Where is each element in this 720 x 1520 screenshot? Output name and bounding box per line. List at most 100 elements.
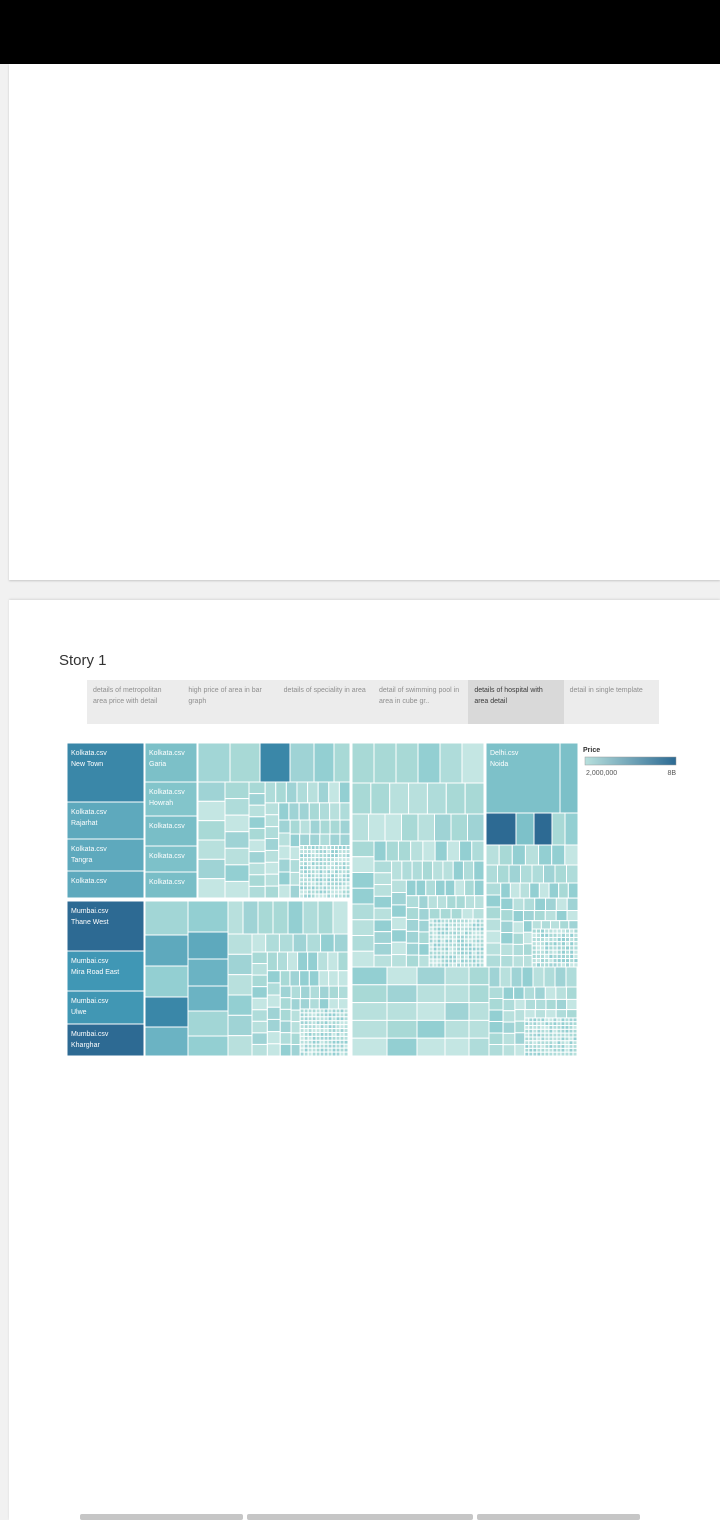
treemap-cell[interactable] — [331, 1016, 337, 1022]
treemap-cell[interactable] — [432, 962, 438, 968]
treemap-cell[interactable] — [452, 918, 458, 924]
treemap-cell[interactable] — [326, 845, 332, 851]
treemap-cell[interactable] — [432, 918, 438, 924]
treemap-cell[interactable] — [386, 1002, 418, 1021]
treemap-cell[interactable] — [554, 966, 567, 988]
treemap-cell[interactable] — [405, 895, 420, 909]
treemap-cell[interactable] — [540, 920, 552, 930]
treemap-cell[interactable] — [66, 838, 145, 872]
treemap-cell[interactable] — [290, 1032, 301, 1046]
treemap-cell[interactable] — [307, 781, 319, 804]
treemap-cell[interactable] — [318, 998, 330, 1010]
treemap-cell[interactable] — [548, 1032, 554, 1038]
treemap-cell[interactable] — [471, 922, 477, 928]
treemap-cell[interactable] — [307, 1012, 313, 1018]
treemap-cell[interactable] — [428, 922, 434, 928]
treemap-cell[interactable] — [436, 918, 442, 924]
treemap-cell[interactable] — [569, 941, 575, 947]
treemap-cell[interactable] — [444, 1037, 470, 1057]
treemap-cell[interactable] — [345, 885, 351, 891]
treemap-cell[interactable] — [327, 1020, 333, 1026]
treemap-cell[interactable] — [448, 926, 454, 932]
treemap-cell[interactable] — [436, 946, 442, 952]
treemap-cell[interactable] — [329, 833, 341, 847]
treemap-cell[interactable] — [323, 1047, 329, 1053]
treemap-cell[interactable] — [334, 857, 339, 863]
treemap-cell[interactable] — [66, 801, 145, 840]
treemap-cell[interactable] — [144, 1026, 189, 1057]
treemap-cell[interactable] — [315, 1039, 321, 1045]
treemap-cell[interactable] — [540, 1032, 546, 1038]
treemap-cell[interactable] — [338, 985, 349, 1000]
treemap-cell[interactable] — [460, 926, 465, 932]
treemap-cell[interactable] — [315, 1031, 321, 1037]
treemap-cell[interactable] — [524, 1047, 530, 1053]
treemap-cell[interactable] — [568, 1028, 574, 1034]
treemap-cell[interactable] — [528, 1047, 534, 1053]
treemap-cell[interactable] — [307, 951, 319, 972]
treemap-cell[interactable] — [334, 881, 339, 887]
treemap-cell[interactable] — [303, 1024, 309, 1030]
treemap-cell[interactable] — [454, 879, 466, 897]
treemap-cell[interactable] — [540, 1017, 546, 1023]
treemap-cell[interactable] — [266, 951, 278, 972]
treemap-cell[interactable] — [444, 942, 450, 948]
treemap-cell[interactable] — [485, 742, 561, 814]
treemap-cell[interactable] — [479, 934, 485, 940]
treemap-cell[interactable] — [415, 879, 427, 897]
treemap-cell[interactable] — [523, 986, 536, 1000]
treemap-cell[interactable] — [448, 942, 454, 948]
treemap-cell[interactable] — [467, 958, 473, 964]
treemap-cell[interactable] — [434, 813, 452, 842]
treemap-cell[interactable] — [319, 1031, 325, 1037]
treemap-cell[interactable] — [544, 1040, 550, 1046]
treemap-cell[interactable] — [428, 934, 434, 940]
treemap-cell[interactable] — [296, 781, 309, 804]
treemap-cell[interactable] — [560, 932, 567, 938]
treemap-cell[interactable] — [322, 857, 328, 863]
treemap-cell[interactable] — [552, 932, 558, 938]
treemap-cell[interactable] — [440, 954, 446, 960]
treemap-cell[interactable] — [460, 922, 465, 928]
treemap-cell[interactable] — [299, 1024, 305, 1030]
treemap-cell[interactable] — [565, 966, 578, 988]
treemap-cell[interactable] — [556, 928, 562, 934]
treemap-cell[interactable] — [436, 942, 442, 948]
treemap-cell[interactable] — [323, 1016, 329, 1022]
treemap-cell[interactable] — [555, 897, 568, 912]
treemap-cell[interactable] — [248, 793, 266, 806]
treemap-cell[interactable] — [471, 950, 477, 956]
treemap-cell[interactable] — [528, 1032, 534, 1038]
treemap-cell[interactable] — [467, 942, 473, 948]
treemap-cell[interactable] — [318, 885, 324, 891]
treemap-cell[interactable] — [444, 930, 450, 936]
treemap-cell[interactable] — [543, 864, 556, 884]
treemap-cell[interactable] — [310, 877, 316, 883]
treemap-cell[interactable] — [339, 1035, 345, 1041]
treemap-cell[interactable] — [279, 997, 292, 1010]
treemap-cell[interactable] — [314, 885, 320, 891]
treemap-cell[interactable] — [416, 1037, 446, 1057]
treemap-cell[interactable] — [552, 945, 558, 951]
treemap-cell[interactable] — [197, 781, 226, 802]
treemap-cell[interactable] — [560, 962, 567, 968]
treemap-cell[interactable] — [248, 804, 266, 818]
treemap-cell[interactable] — [341, 865, 347, 871]
treemap-cell[interactable] — [508, 864, 521, 884]
treemap-cell[interactable] — [564, 1040, 570, 1046]
treemap-cell[interactable] — [335, 1020, 341, 1026]
treemap-cell[interactable] — [548, 962, 554, 968]
treemap-cell[interactable] — [314, 845, 320, 851]
treemap-cell[interactable] — [341, 853, 347, 859]
treemap-cell[interactable] — [573, 949, 579, 955]
treemap-cell[interactable] — [334, 869, 339, 875]
treemap-cell[interactable] — [266, 1006, 281, 1020]
treemap-cell[interactable] — [485, 906, 502, 920]
treemap-cell[interactable] — [536, 1017, 542, 1023]
treemap-cell[interactable] — [540, 953, 546, 960]
treemap-cell[interactable] — [502, 986, 515, 1000]
treemap-cell[interactable] — [315, 1016, 321, 1022]
treemap-cell[interactable] — [315, 1047, 321, 1053]
treemap-cell[interactable] — [229, 742, 261, 783]
treemap-cell[interactable] — [552, 949, 558, 955]
